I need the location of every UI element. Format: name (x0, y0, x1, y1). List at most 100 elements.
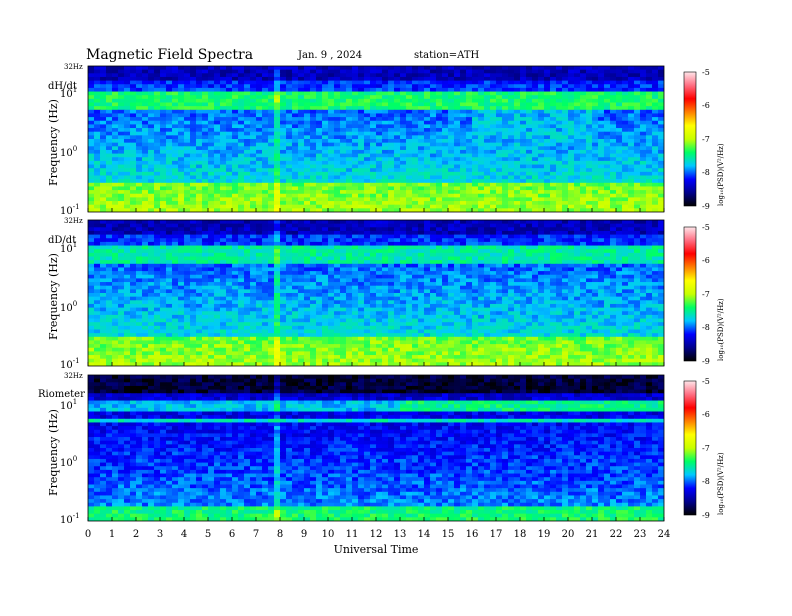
spectrogram-cell (268, 106, 275, 110)
spectrogram-cell (418, 231, 425, 235)
spectrogram-cell (322, 168, 329, 172)
spectrogram-cell (466, 157, 473, 161)
spectrogram-cell (292, 183, 299, 187)
spectrogram-cell (454, 205, 461, 209)
spectrogram-cell (112, 179, 119, 183)
spectrogram-cell (376, 157, 383, 161)
spectrogram-cell (646, 143, 653, 147)
spectrogram-cell (268, 135, 275, 139)
spectrogram-cell (550, 128, 557, 132)
spectrogram-cell (172, 95, 179, 99)
spectrogram-cell (172, 176, 179, 180)
spectrogram-cell (406, 99, 413, 103)
spectrogram-cell (598, 172, 605, 176)
spectrogram-cell (220, 143, 227, 147)
spectrogram-cell (184, 176, 191, 180)
spectrogram-cell (424, 253, 431, 257)
spectrogram-cell (352, 235, 359, 239)
spectrogram-cell (202, 179, 209, 183)
spectrogram-cell (304, 172, 311, 176)
spectrogram-cell (172, 117, 179, 121)
spectrogram-cell (190, 117, 197, 121)
spectrogram-cell (220, 197, 227, 201)
spectrogram-cell (568, 238, 575, 242)
spectrogram-cell (310, 257, 317, 261)
spectrogram-cell (202, 231, 209, 235)
spectrogram-cell (616, 77, 623, 81)
spectrogram-cell (214, 205, 221, 209)
spectrogram-cell (94, 121, 101, 125)
spectrogram-cell (172, 128, 179, 132)
spectrogram-cell (172, 186, 179, 190)
spectrogram-cell (628, 106, 635, 110)
spectrogram-cell (256, 110, 263, 114)
spectrogram-cell (388, 168, 395, 172)
spectrogram-cell (298, 135, 305, 139)
spectrogram-cell (616, 81, 623, 85)
spectrogram-cell (640, 88, 647, 92)
spectrogram-cell (208, 205, 215, 209)
spectrogram-cell (424, 84, 431, 88)
spectrogram-cell (622, 231, 629, 235)
spectrogram-cell (256, 168, 263, 172)
spectrogram-cell (214, 231, 221, 235)
spectrogram-cell (586, 246, 593, 250)
spectrogram-cell (154, 238, 161, 242)
spectrogram-cell (214, 235, 221, 239)
spectrogram-cell (514, 227, 521, 231)
spectrogram-cell (598, 224, 605, 228)
spectrogram-cell (358, 92, 365, 96)
spectrogram-cell (244, 260, 251, 264)
spectrogram-cell (388, 92, 395, 96)
spectrogram-cell (382, 231, 389, 235)
spectrogram-cell (256, 260, 263, 264)
spectrogram-cell (634, 121, 641, 125)
spectrogram-cell (124, 205, 131, 209)
spectrogram-cell (226, 183, 233, 187)
spectrogram-cell (550, 77, 557, 81)
spectrogram-cell (256, 172, 263, 176)
spectrogram-cell (376, 146, 383, 150)
spectrogram-cell (430, 194, 437, 198)
spectrogram-cell (238, 121, 245, 125)
spectrogram-cell (208, 227, 215, 231)
spectrogram-cell (142, 227, 149, 231)
spectrogram-cell (466, 231, 473, 235)
spectrogram-cell (616, 135, 623, 139)
spectrogram-cell (148, 231, 155, 235)
spectrogram-cell (418, 161, 425, 165)
spectrogram-cell (544, 135, 551, 139)
spectrogram-cell (340, 106, 347, 110)
spectrogram-cell (514, 135, 521, 139)
spectrogram-cell (124, 197, 131, 201)
spectrogram-cell (544, 157, 551, 161)
spectrogram-cell (370, 249, 377, 253)
spectrogram-cell (304, 84, 311, 88)
spectrogram-cell (574, 146, 581, 150)
spectrogram-cell (604, 176, 611, 180)
spectrogram-cell (328, 242, 335, 246)
spectrogram-cell (568, 128, 575, 132)
spectrogram-cell (532, 168, 539, 172)
spectrogram-cell (538, 179, 545, 183)
spectrogram-cell (532, 176, 539, 180)
spectrogram-cell (412, 92, 419, 96)
spectrogram-cell (436, 110, 443, 114)
spectrogram-cell (166, 99, 173, 103)
spectrogram-cell (604, 235, 611, 239)
spectrogram-cell (196, 77, 203, 81)
spectrogram-cell (352, 253, 359, 257)
spectrogram-cell (334, 124, 341, 128)
spectrogram-cell (94, 186, 101, 190)
spectrogram-cell (460, 183, 467, 187)
spectrogram-cell (238, 157, 245, 161)
spectrogram-cell (592, 186, 599, 190)
spectrogram-cell (202, 249, 209, 253)
spectrogram-cell (394, 95, 401, 99)
spectrogram-cell (94, 235, 101, 239)
spectrogram-cell (460, 103, 467, 107)
spectrogram-cell (592, 249, 599, 253)
spectrogram-cell (364, 249, 371, 253)
spectrogram-cell (220, 157, 227, 161)
spectrogram-cell (448, 176, 455, 180)
